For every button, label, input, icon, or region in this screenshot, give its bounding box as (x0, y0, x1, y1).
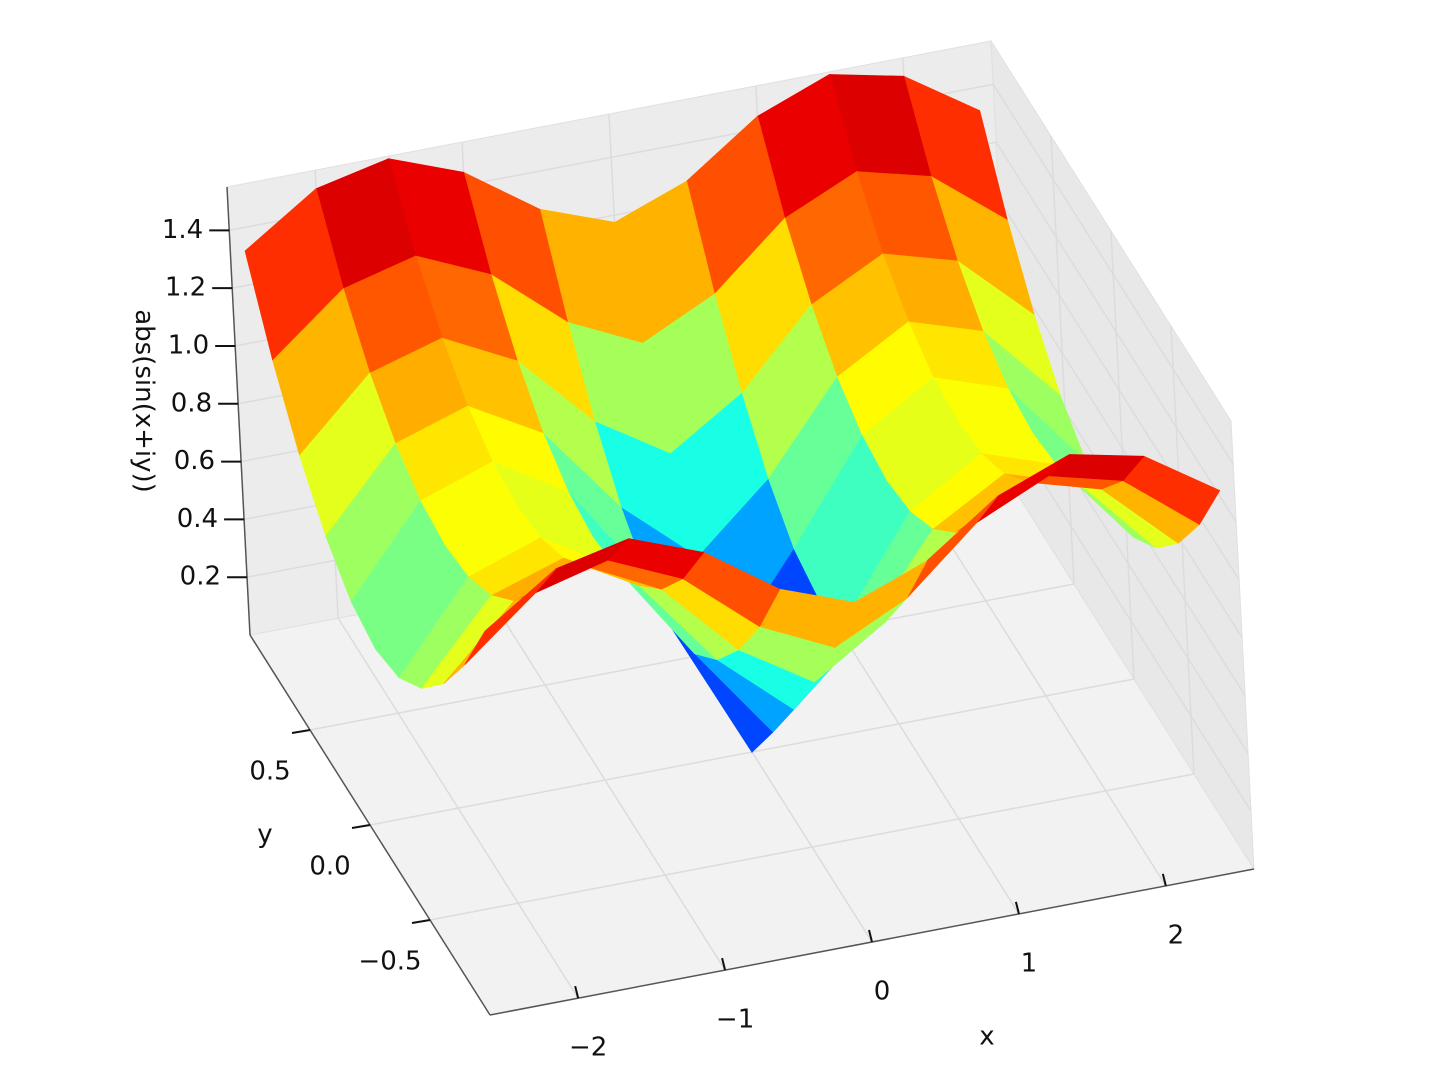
y-tick-label: 0.5 (249, 757, 290, 787)
y-tick-label: −0.5 (358, 947, 421, 977)
z-tick-label: 0.4 (177, 504, 218, 534)
grid-line (429, 773, 1195, 921)
y-tick-label: 0.0 (309, 852, 350, 882)
surface-patch (464, 568, 557, 665)
grid-line (995, 141, 1237, 523)
y-tick (291, 729, 311, 734)
z-axis-line (226, 186, 251, 636)
x-tick-label: 2 (1168, 920, 1185, 950)
x-tick (868, 929, 873, 943)
grid-line (1001, 257, 1243, 639)
x-axis-label: x (979, 1022, 994, 1052)
y-tick (351, 824, 371, 829)
z-tick-label: 1.2 (165, 273, 206, 303)
x-tick (574, 985, 580, 999)
x-tick (721, 957, 727, 971)
z-tick-label: 0.8 (171, 388, 212, 418)
x-tick (1014, 901, 1020, 915)
grid-line (1050, 135, 1075, 585)
grid-line (1170, 325, 1195, 775)
z-tick-label: 1.4 (162, 215, 203, 245)
y-axis-label: y (257, 820, 272, 850)
z-tick-label: 0.2 (180, 562, 221, 592)
grid-line (1110, 230, 1135, 680)
x-tick-label: 1 (1021, 948, 1038, 978)
x-tick-label: 0 (874, 977, 891, 1007)
x-tick-label: −1 (716, 1005, 754, 1035)
grid-line (992, 83, 1234, 465)
x-tick (1161, 873, 1167, 887)
y-tick (411, 919, 431, 924)
z-axis-label: abs(sin(x+iy)) (129, 309, 159, 493)
z-tick-label: 1.0 (168, 330, 209, 360)
grid-line (1010, 430, 1252, 812)
z-tick-label: 0.6 (174, 446, 215, 476)
x-tick-label: −2 (569, 1033, 607, 1063)
